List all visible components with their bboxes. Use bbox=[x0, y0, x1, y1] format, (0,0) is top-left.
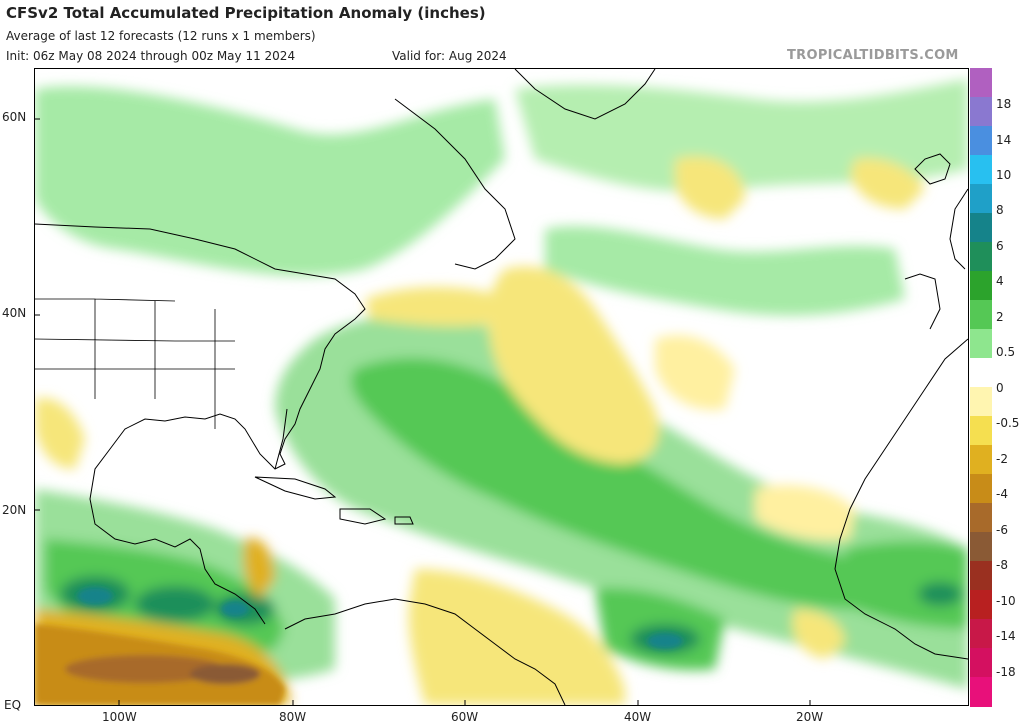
lon-label-100w: 100W bbox=[102, 710, 137, 724]
colorbar-swatch bbox=[970, 184, 992, 214]
colorbar-tick-label: 4 bbox=[996, 274, 1004, 288]
colorbar-tick-label: -2 bbox=[996, 452, 1008, 466]
colorbar-swatch bbox=[970, 68, 992, 98]
lon-label-60w: 60W bbox=[451, 710, 479, 724]
colorbar-tick-label: 14 bbox=[996, 133, 1012, 147]
lat-label-40n: 40N bbox=[2, 306, 27, 320]
colorbar-swatch bbox=[970, 416, 992, 446]
colorbar-swatch bbox=[970, 126, 992, 156]
lon-label-80w: 80W bbox=[279, 710, 307, 724]
colorbar-swatch bbox=[970, 619, 992, 649]
colorbar-swatch bbox=[970, 242, 992, 272]
colorbar-swatch bbox=[970, 155, 992, 185]
colorbar-swatch bbox=[970, 503, 992, 533]
colorbar bbox=[970, 68, 992, 707]
colorbar-tick-label: 2 bbox=[996, 310, 1004, 324]
colorbar-swatch bbox=[970, 532, 992, 562]
colorbar-tick-label: -4 bbox=[996, 487, 1008, 501]
graticule-ticks bbox=[35, 118, 811, 705]
lat-label-eq: EQ bbox=[4, 698, 22, 712]
lon-label-40w: 40W bbox=[624, 710, 652, 724]
colorbar-tick-label: -0.5 bbox=[996, 416, 1020, 430]
colorbar-swatch bbox=[970, 677, 992, 707]
colorbar-tick-label: 18 bbox=[996, 97, 1012, 111]
colorbar-tick-label: 10 bbox=[996, 168, 1012, 182]
colorbar-swatch bbox=[970, 271, 992, 301]
colorbar-tick-label: 0.5 bbox=[996, 345, 1016, 359]
brand-watermark: TROPICALTIDBITS.COM bbox=[787, 48, 959, 63]
colorbar-tick-label: -18 bbox=[996, 665, 1016, 679]
colorbar-swatch bbox=[970, 648, 992, 678]
colorbar-tick-label: 8 bbox=[996, 203, 1004, 217]
colorbar-tick-label: -6 bbox=[996, 523, 1008, 537]
colorbar-swatch bbox=[970, 590, 992, 620]
colorbar-swatch bbox=[970, 387, 992, 417]
colorbar-swatch bbox=[970, 474, 992, 504]
map-subtitle: Average of last 12 forecasts (12 runs x … bbox=[6, 29, 316, 43]
colorbar-swatch bbox=[970, 97, 992, 127]
colorbar-swatch bbox=[970, 445, 992, 475]
anomaly-field bbox=[35, 79, 968, 705]
colorbar-swatch bbox=[970, 300, 992, 330]
anomaly-detail bbox=[35, 587, 683, 705]
precip-anomaly-map bbox=[34, 68, 969, 706]
map-canvas bbox=[35, 69, 968, 705]
colorbar-swatch bbox=[970, 213, 992, 243]
colorbar-swatch bbox=[970, 561, 992, 591]
colorbar-swatch bbox=[970, 329, 992, 359]
colorbar-tick-label: 0 bbox=[996, 381, 1004, 395]
lat-label-60n: 60N bbox=[2, 110, 27, 124]
init-time: Init: 06z May 08 2024 through 00z May 11… bbox=[6, 49, 296, 63]
colorbar-tick-label: -10 bbox=[996, 594, 1016, 608]
colorbar-tick-label: -14 bbox=[996, 629, 1016, 643]
colorbar-tick-label: -8 bbox=[996, 558, 1008, 572]
lat-label-20n: 20N bbox=[2, 503, 27, 517]
lon-label-20w: 20W bbox=[796, 710, 824, 724]
coastlines bbox=[35, 69, 968, 705]
colorbar-swatch bbox=[970, 358, 992, 388]
map-title: CFSv2 Total Accumulated Precipitation An… bbox=[6, 4, 486, 22]
colorbar-tick-label: 6 bbox=[996, 239, 1004, 253]
valid-time: Valid for: Aug 2024 bbox=[392, 49, 507, 63]
